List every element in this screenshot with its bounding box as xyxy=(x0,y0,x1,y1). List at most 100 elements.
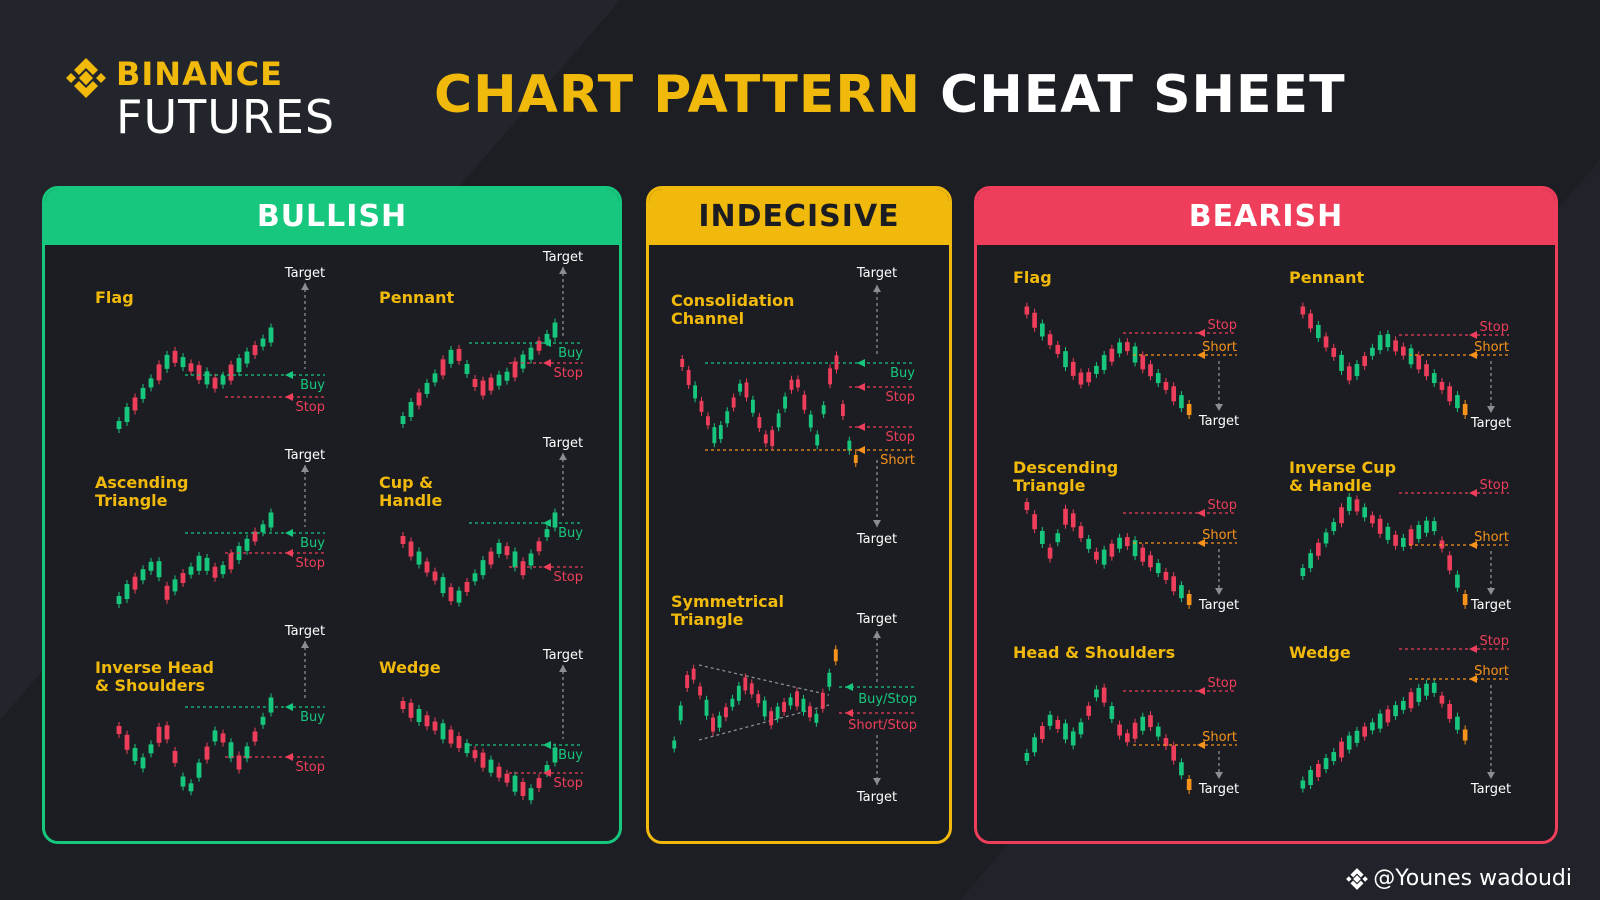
candle xyxy=(1140,716,1146,731)
candle xyxy=(148,561,154,571)
stop-label: Stop xyxy=(295,400,325,415)
target-label: Target xyxy=(542,648,583,663)
candle xyxy=(1140,355,1146,370)
candle xyxy=(472,378,478,387)
candle xyxy=(1047,547,1053,559)
candle xyxy=(1300,780,1306,789)
candle xyxy=(424,382,430,394)
stop-label: Stop xyxy=(553,570,583,585)
candle xyxy=(751,399,755,413)
pattern-title-consolidation: Channel xyxy=(671,309,744,328)
pattern-title-4: & Handle xyxy=(1289,476,1372,495)
candle xyxy=(220,375,226,385)
candle xyxy=(763,434,768,444)
candle xyxy=(725,411,730,424)
candle xyxy=(672,740,677,749)
candle xyxy=(1385,526,1391,540)
buy-label: Buy xyxy=(300,710,325,725)
pattern-title-1: Flag xyxy=(95,288,134,307)
watermark-text: @Younes wadoudi xyxy=(1373,866,1572,891)
candle xyxy=(1125,342,1130,352)
candle xyxy=(164,725,170,740)
pattern-title-4: Cup & xyxy=(379,473,433,492)
candle xyxy=(132,748,138,762)
candle xyxy=(821,405,826,415)
candle xyxy=(801,698,806,712)
candle xyxy=(1354,730,1360,743)
candle xyxy=(1385,334,1391,348)
candle xyxy=(1186,594,1192,605)
candle xyxy=(1032,312,1037,328)
candle xyxy=(1370,722,1375,731)
candle xyxy=(228,742,234,759)
target-arrow xyxy=(1487,772,1495,779)
candle xyxy=(1063,723,1068,740)
stop-label: Stop xyxy=(295,556,325,571)
candle xyxy=(156,561,162,578)
candle xyxy=(802,394,807,410)
candle xyxy=(180,357,186,368)
target-label: Target xyxy=(1198,782,1239,797)
target-arrow xyxy=(1215,772,1223,779)
candle xyxy=(1385,709,1391,723)
candle xyxy=(1063,508,1068,525)
candle xyxy=(1346,366,1352,381)
candle xyxy=(1462,404,1468,415)
candle xyxy=(504,371,510,381)
candle xyxy=(528,788,534,801)
candle xyxy=(711,717,715,732)
candle xyxy=(1171,386,1176,402)
stop-arrow xyxy=(285,549,293,557)
candle xyxy=(1331,752,1337,762)
short-label: Short xyxy=(1202,340,1237,355)
candle xyxy=(432,721,438,731)
candle xyxy=(1117,724,1122,736)
candle xyxy=(1401,346,1406,356)
buy-label: Buy xyxy=(558,748,583,763)
candle xyxy=(472,573,478,582)
candle xyxy=(1055,533,1061,543)
candle xyxy=(828,368,832,385)
candle xyxy=(712,427,717,444)
candle xyxy=(164,585,170,600)
pattern-title-6: Wedge xyxy=(1289,643,1351,662)
candle xyxy=(1455,574,1460,588)
pattern-title-5: Head & Shoulders xyxy=(1013,643,1175,662)
candle xyxy=(1408,348,1414,365)
candle xyxy=(1370,515,1375,524)
candle xyxy=(1346,496,1352,511)
target-arrow xyxy=(1487,406,1495,413)
candle xyxy=(236,755,242,770)
pattern-title-6: Wedge xyxy=(379,658,441,677)
candle xyxy=(1431,373,1437,384)
candle xyxy=(488,759,494,773)
candle xyxy=(252,731,258,742)
candle xyxy=(260,338,266,347)
candle xyxy=(528,553,534,566)
pattern-title-2: Pennant xyxy=(1289,268,1365,287)
candle xyxy=(1109,706,1115,720)
pattern-title-5: Inverse Head xyxy=(95,658,214,677)
candle xyxy=(1424,683,1429,696)
candle xyxy=(1078,372,1084,385)
stop-arrow xyxy=(1197,509,1205,517)
candle xyxy=(456,348,462,361)
candle xyxy=(424,715,430,727)
candle xyxy=(1431,521,1437,532)
candle xyxy=(691,668,696,680)
candle xyxy=(1070,361,1076,376)
candle xyxy=(180,776,186,787)
candle xyxy=(188,566,194,575)
candle xyxy=(408,702,414,718)
candle xyxy=(488,551,494,565)
candle xyxy=(464,743,470,754)
candle xyxy=(783,396,787,409)
stop-arrow xyxy=(543,769,551,777)
bullish-panel: BULLISH Flag Target Buy Stop Pennant Target Bu… xyxy=(42,186,622,844)
candle xyxy=(536,340,542,351)
logo-futures-text: FUTURES xyxy=(116,90,336,144)
target-label: Target xyxy=(1470,782,1511,797)
candle xyxy=(544,765,550,774)
candle xyxy=(814,713,819,723)
candle xyxy=(1308,553,1313,569)
